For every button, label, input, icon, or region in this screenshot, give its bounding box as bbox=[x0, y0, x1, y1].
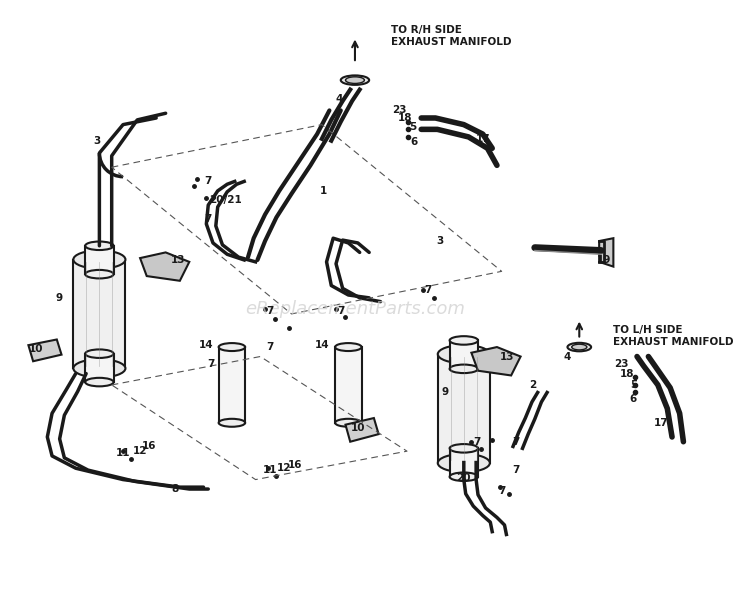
Text: 16: 16 bbox=[142, 441, 157, 451]
Polygon shape bbox=[472, 347, 520, 375]
Text: 4: 4 bbox=[563, 352, 571, 362]
Text: 5: 5 bbox=[631, 380, 638, 390]
Ellipse shape bbox=[219, 343, 245, 351]
Ellipse shape bbox=[86, 378, 113, 386]
Ellipse shape bbox=[449, 444, 478, 453]
Ellipse shape bbox=[346, 77, 364, 83]
Text: 12: 12 bbox=[133, 446, 147, 456]
Text: 20: 20 bbox=[457, 473, 471, 483]
Text: 14: 14 bbox=[199, 340, 214, 350]
Polygon shape bbox=[346, 418, 379, 442]
Text: 17: 17 bbox=[476, 134, 490, 144]
Ellipse shape bbox=[449, 473, 478, 481]
Text: 11: 11 bbox=[116, 448, 130, 458]
Text: eReplacementParts.com: eReplacementParts.com bbox=[245, 300, 465, 318]
Ellipse shape bbox=[335, 343, 362, 351]
Text: 17: 17 bbox=[653, 418, 668, 428]
Ellipse shape bbox=[335, 419, 362, 427]
Ellipse shape bbox=[438, 345, 490, 363]
Text: 2: 2 bbox=[530, 380, 536, 390]
Text: TO R/H SIDE
EXHAUST MANIFOLD: TO R/H SIDE EXHAUST MANIFOLD bbox=[391, 25, 512, 47]
Text: 7: 7 bbox=[473, 437, 481, 447]
Ellipse shape bbox=[568, 343, 591, 351]
Text: 7: 7 bbox=[266, 306, 274, 316]
Text: 10: 10 bbox=[350, 422, 365, 432]
Polygon shape bbox=[140, 253, 189, 281]
Bar bbox=[449, 448, 478, 477]
Polygon shape bbox=[599, 238, 613, 267]
Text: 16: 16 bbox=[288, 460, 302, 470]
Text: 3: 3 bbox=[436, 236, 444, 246]
Text: 18: 18 bbox=[620, 369, 634, 379]
Ellipse shape bbox=[219, 419, 245, 427]
Text: 7: 7 bbox=[205, 214, 212, 224]
Ellipse shape bbox=[86, 270, 113, 278]
Ellipse shape bbox=[86, 349, 113, 358]
Text: 5: 5 bbox=[409, 123, 416, 133]
Bar bbox=[219, 347, 245, 423]
Ellipse shape bbox=[74, 250, 125, 268]
Text: 19: 19 bbox=[597, 255, 611, 265]
Text: 9: 9 bbox=[55, 293, 62, 303]
Bar bbox=[74, 260, 125, 368]
Text: 11: 11 bbox=[262, 465, 277, 475]
Text: 14: 14 bbox=[314, 340, 329, 350]
Text: 23: 23 bbox=[392, 106, 406, 116]
Bar bbox=[86, 246, 113, 274]
Text: 1: 1 bbox=[320, 186, 327, 196]
Text: 7: 7 bbox=[337, 306, 344, 316]
Text: 7: 7 bbox=[424, 286, 431, 295]
Text: 7: 7 bbox=[498, 486, 506, 496]
Ellipse shape bbox=[86, 241, 113, 250]
Ellipse shape bbox=[449, 336, 478, 345]
Text: 20/21: 20/21 bbox=[209, 195, 242, 205]
Polygon shape bbox=[28, 339, 62, 361]
Text: 23: 23 bbox=[614, 359, 628, 369]
Text: 8: 8 bbox=[172, 484, 178, 494]
Text: 7: 7 bbox=[512, 437, 520, 447]
Text: 6: 6 bbox=[629, 394, 637, 404]
Text: 7: 7 bbox=[512, 465, 520, 475]
Text: 7: 7 bbox=[205, 176, 212, 186]
Text: 9: 9 bbox=[441, 388, 448, 398]
Text: 18: 18 bbox=[398, 113, 412, 123]
Text: 7: 7 bbox=[266, 342, 274, 352]
Ellipse shape bbox=[74, 359, 125, 378]
Text: 4: 4 bbox=[335, 94, 343, 104]
Ellipse shape bbox=[572, 344, 586, 350]
Text: 6: 6 bbox=[410, 137, 417, 147]
Text: 13: 13 bbox=[171, 255, 185, 265]
Bar bbox=[438, 354, 490, 463]
Bar bbox=[86, 353, 113, 382]
Ellipse shape bbox=[438, 454, 490, 472]
Ellipse shape bbox=[449, 365, 478, 373]
Text: 10: 10 bbox=[28, 344, 44, 354]
Bar bbox=[335, 347, 362, 423]
Ellipse shape bbox=[340, 76, 369, 85]
Text: 3: 3 bbox=[93, 136, 100, 146]
Text: 7: 7 bbox=[208, 359, 214, 369]
Text: 12: 12 bbox=[277, 463, 291, 473]
Text: TO L/H SIDE
EXHAUST MANIFOLD: TO L/H SIDE EXHAUST MANIFOLD bbox=[614, 325, 734, 347]
Bar bbox=[449, 340, 478, 369]
Text: 13: 13 bbox=[500, 352, 514, 362]
